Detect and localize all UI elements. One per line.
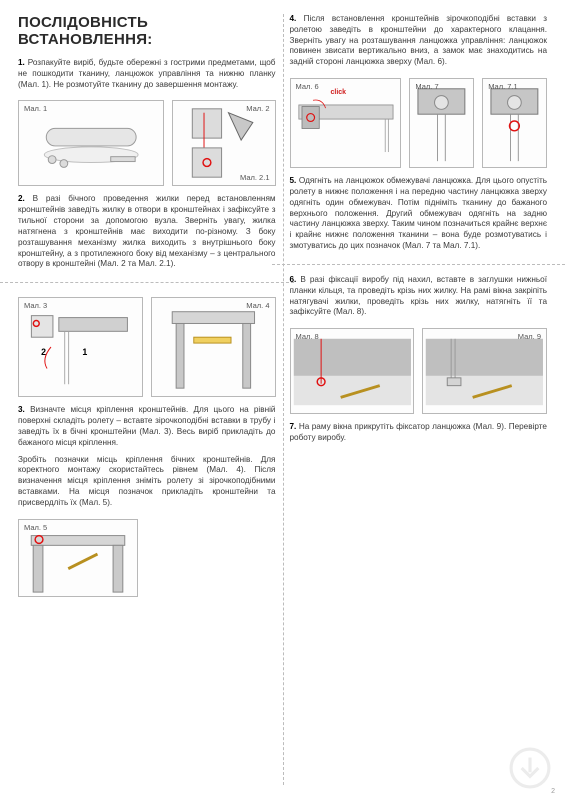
figure-1: Мал. 1 — [18, 100, 164, 186]
fig-row-2: Мал. 3 2 1 Мал. 4 — [18, 293, 276, 405]
illus-71 — [483, 79, 546, 167]
fig-label-1: Мал. 1 — [24, 104, 47, 113]
fig-row-1: Мал. 1 Мал. 2 Мал. 2.1 — [18, 96, 276, 194]
fig-label-7: Мал. 7 — [415, 82, 438, 91]
figure-71: Мал. 7.1 — [482, 78, 547, 168]
fig-label-2: Мал. 2 — [246, 104, 269, 113]
fig-label-71: Мал. 7.1 — [488, 82, 517, 91]
figure-3: Мал. 3 2 1 — [18, 297, 143, 397]
illus-8 — [291, 329, 414, 413]
fig-row-4: Мал. 8 Мал. 9 — [290, 324, 548, 422]
step-5: 5. Одягніть на ланцюжок обмежувачі ланцю… — [290, 176, 548, 252]
figure-5: Мал. 5 — [18, 519, 138, 597]
illus-9 — [423, 329, 546, 413]
left-column: ПОСЛІДОВНІСТЬ ВСТАНОВЛЕННЯ: 1. Розпакуйт… — [18, 14, 276, 789]
illus-1 — [19, 101, 163, 185]
figure-6: Мал. 6 click — [290, 78, 402, 168]
fig-label-9: Мал. 9 — [518, 332, 541, 341]
right-column: 4. Після встановлення кронштейнів зірочк… — [290, 14, 548, 789]
step-6: 6. В разі фіксації виробу під нахил, вст… — [290, 275, 548, 318]
step-4: 4. Після встановлення кронштейнів зірочк… — [290, 14, 548, 68]
illus-4 — [152, 298, 275, 396]
fig-label-21: Мал. 2.1 — [240, 173, 269, 182]
fig-label-8: Мал. 8 — [296, 332, 319, 341]
step-7: 7. На раму вікна прикрутіть фіксатор лан… — [290, 422, 548, 444]
figure-4: Мал. 4 — [151, 297, 276, 397]
page-title: ПОСЛІДОВНІСТЬ ВСТАНОВЛЕННЯ: — [18, 14, 276, 48]
fig-label-4: Мал. 4 — [246, 301, 269, 310]
fig-label-6: Мал. 6 — [296, 82, 319, 91]
fig-label-5: Мал. 5 — [24, 523, 47, 532]
fig-label-3: Мал. 3 — [24, 301, 47, 310]
watermark-icon — [509, 747, 551, 789]
illus-7 — [410, 79, 473, 167]
svg-text:1: 1 — [82, 347, 87, 357]
fig-row-3: Мал. 6 click Мал. 7 — [290, 74, 548, 176]
figure-2: Мал. 2 Мал. 2.1 — [172, 100, 275, 186]
figure-7: Мал. 7 — [409, 78, 474, 168]
figure-9: Мал. 9 — [422, 328, 547, 414]
h-divider-right — [272, 264, 565, 265]
step-3b: Зробіть позначки місць кріплення бічних … — [18, 455, 276, 509]
vertical-divider — [283, 14, 284, 785]
page-number: 2 — [551, 788, 555, 795]
h-divider-left — [0, 282, 294, 283]
illus-3: 2 1 — [19, 298, 142, 396]
step-2: 2. В разі бічного проведення жилки перед… — [18, 194, 276, 270]
figure-8: Мал. 8 — [290, 328, 415, 414]
click-label: click — [331, 89, 347, 96]
step-1: 1. Розпакуйте виріб, будьте обережні з г… — [18, 58, 276, 90]
step-3a: 3. Визначте місця кріплення кронштейнів.… — [18, 405, 276, 448]
